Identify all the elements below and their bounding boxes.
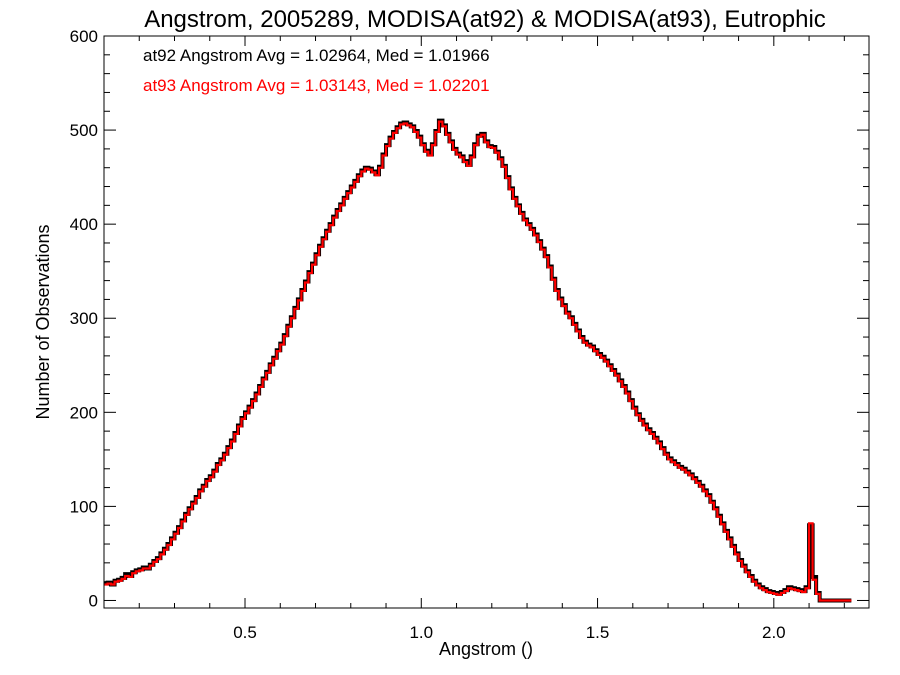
y-tick-label: 600: [70, 27, 98, 46]
x-tick-label: 1.5: [586, 623, 610, 642]
chart-title: Angstrom, 2005289, MODISA(at92) & MODISA…: [144, 6, 826, 33]
y-tick-label: 100: [70, 497, 98, 516]
x-axis-label: Angstrom (): [439, 639, 533, 659]
series-at92-line: [104, 118, 852, 603]
y-tick-label: 500: [70, 121, 98, 140]
x-tick-label: 0.5: [233, 623, 257, 642]
y-axis-label: Number of Observations: [33, 224, 53, 419]
legend-at92-annotation: at92 Angstrom Avg = 1.02964, Med = 1.019…: [143, 46, 490, 65]
y-tick-label: 0: [89, 591, 98, 610]
series-at93-line: [104, 120, 852, 602]
x-axis: 0.5 1.0 1.5 2.0: [138, 36, 845, 642]
legend-at93-annotation: at93 Angstrom Avg = 1.03143, Med = 1.022…: [143, 76, 490, 95]
y-axis: 0 100 200 300 400 500 600: [70, 27, 869, 610]
y-tick-label: 200: [70, 403, 98, 422]
y-tick-label: 300: [70, 309, 98, 328]
y-tick-label: 400: [70, 215, 98, 234]
plot-area: [104, 118, 852, 603]
plot-frame: [103, 35, 870, 609]
x-tick-label: 2.0: [762, 623, 786, 642]
x-tick-label: 1.0: [409, 623, 433, 642]
